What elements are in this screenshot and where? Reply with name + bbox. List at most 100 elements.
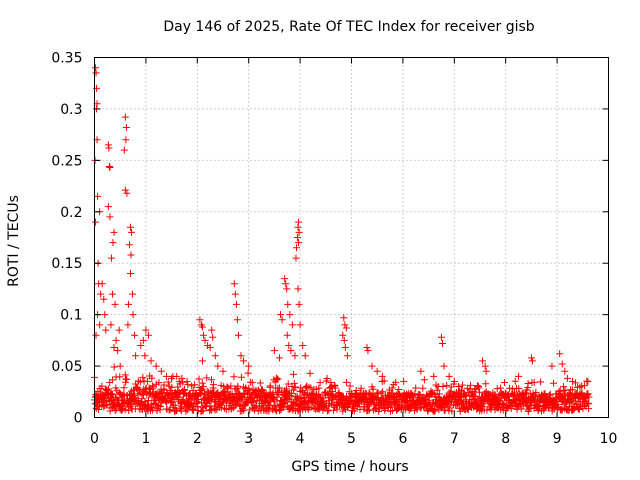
data-point — [389, 393, 397, 401]
data-point — [580, 382, 588, 390]
data-point — [515, 372, 523, 380]
data-point — [507, 404, 515, 412]
data-point — [106, 213, 114, 221]
data-point — [162, 372, 170, 380]
data-point — [198, 357, 206, 365]
data-point — [208, 326, 216, 334]
data-point — [108, 290, 116, 298]
data-point — [144, 331, 152, 339]
data-point — [295, 300, 303, 308]
data-point — [357, 384, 365, 392]
data-point — [393, 397, 401, 405]
data-point — [584, 378, 592, 385]
data-point — [388, 384, 396, 392]
data-point — [522, 389, 530, 397]
data-point — [342, 324, 350, 332]
data-point — [571, 379, 579, 387]
x-tick-label: 7 — [450, 431, 459, 447]
data-point — [230, 373, 238, 381]
x-tick-label: 0 — [90, 431, 99, 447]
data-point — [132, 352, 140, 360]
data-point — [111, 300, 119, 308]
data-point — [198, 379, 206, 387]
data-point — [112, 336, 120, 344]
data-point — [501, 378, 509, 386]
data-point — [278, 316, 286, 324]
data-point — [433, 386, 441, 394]
grid — [94, 57, 609, 418]
y-tick-label: 0.2 — [60, 205, 82, 221]
data-point — [203, 387, 211, 395]
data-point — [459, 381, 467, 389]
data-point — [129, 290, 137, 298]
data-point — [244, 369, 252, 377]
data-point — [340, 336, 348, 344]
data-point — [120, 390, 128, 398]
data-point — [524, 380, 532, 388]
data-point — [420, 376, 428, 384]
y-tick-label: 0.05 — [51, 359, 82, 375]
data-point — [141, 352, 149, 360]
data-point — [206, 344, 214, 352]
data-point — [280, 400, 288, 408]
data-point — [338, 392, 346, 400]
data-point — [107, 321, 115, 329]
data-point — [341, 344, 349, 352]
data-point — [293, 244, 301, 252]
data-point — [152, 362, 160, 370]
x-tick-label: 3 — [244, 431, 253, 447]
data-point — [576, 383, 584, 391]
data-point — [585, 405, 593, 413]
data-point — [342, 378, 350, 386]
data-point — [101, 311, 109, 319]
data-point — [211, 352, 219, 360]
data-point — [114, 347, 122, 355]
data-point — [127, 251, 135, 259]
data-point — [274, 375, 282, 383]
data-point — [149, 406, 157, 414]
data-point — [265, 407, 273, 415]
data-point — [147, 403, 155, 411]
data-point — [142, 326, 150, 334]
data-point — [208, 376, 216, 384]
data-point — [457, 386, 465, 394]
y-tick-label: 0.15 — [51, 256, 82, 272]
data-point — [126, 270, 134, 277]
data-point — [450, 378, 458, 385]
data-point — [411, 390, 419, 398]
data-point — [184, 381, 192, 389]
data-point — [106, 164, 114, 172]
data-point — [137, 342, 145, 349]
data-point — [124, 321, 132, 329]
data-point — [121, 186, 129, 194]
data-point — [294, 234, 302, 241]
data-point — [240, 357, 248, 365]
data-point — [131, 331, 139, 339]
data-point — [295, 239, 303, 247]
data-point — [346, 382, 354, 390]
data-point — [221, 404, 229, 412]
data-point — [123, 189, 131, 197]
x-tick-label: 9 — [553, 431, 562, 447]
data-point — [122, 136, 130, 144]
data-point — [144, 397, 152, 405]
data-point — [98, 382, 106, 390]
data-point — [116, 373, 124, 381]
data-point — [224, 383, 232, 391]
data-point — [148, 374, 156, 382]
x-tick-label: 8 — [501, 431, 510, 447]
data-point — [578, 389, 586, 397]
data-point — [179, 378, 187, 386]
axis-ticks — [94, 57, 609, 418]
data-point — [340, 314, 348, 322]
data-point — [509, 401, 517, 409]
data-point — [292, 254, 300, 262]
data-point — [380, 377, 388, 385]
data-point — [439, 383, 447, 391]
data-point — [121, 113, 129, 121]
data-point — [550, 379, 558, 387]
data-point — [243, 399, 251, 407]
chart-title: Day 146 of 2025, Rate Of TEC Index for r… — [163, 19, 534, 35]
data-point — [416, 391, 424, 399]
